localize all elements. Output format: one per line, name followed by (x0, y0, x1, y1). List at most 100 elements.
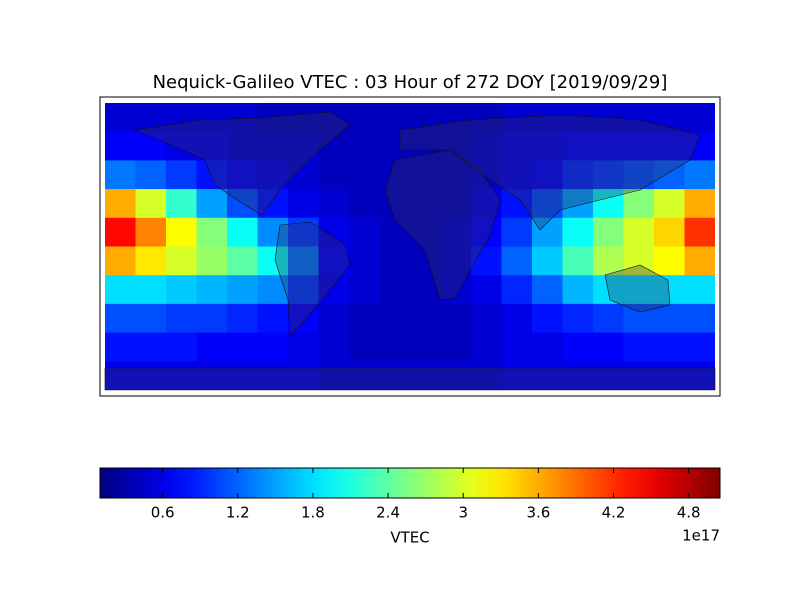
heat-cell (379, 332, 411, 362)
heat-cell (562, 332, 594, 362)
heat-cell (440, 160, 472, 190)
heat-cell (684, 160, 715, 190)
heat-cell (135, 275, 167, 305)
heat-cell (684, 103, 715, 133)
heat-cell (471, 246, 502, 276)
heat-cell (501, 361, 533, 390)
heat-cell (227, 103, 258, 133)
heat-cell (318, 189, 350, 219)
coastlines (104, 111, 716, 391)
colorbar-label: VTEC (390, 529, 429, 547)
colorbar-offset: 1e17 (682, 527, 720, 545)
heat-cell (349, 275, 380, 305)
heat-cell (501, 131, 533, 161)
heat-cell (196, 189, 228, 219)
heat-cell (105, 189, 136, 219)
heat-cell (410, 275, 441, 305)
heat-cell (623, 103, 655, 133)
heat-cell (135, 189, 167, 219)
heat-cell (349, 189, 380, 219)
heat-cell (440, 361, 472, 390)
heat-cell (471, 275, 502, 305)
heat-cell (471, 361, 502, 390)
heat-cell (562, 131, 594, 161)
heat-cell (166, 131, 197, 161)
heat-cell (166, 103, 197, 133)
heat-cell (562, 217, 594, 247)
heat-cell (410, 217, 441, 247)
heat-cell (654, 217, 685, 247)
heat-cell (166, 332, 197, 362)
heat-cell (410, 332, 441, 362)
heat-cell (471, 189, 502, 219)
heat-cell (410, 361, 441, 390)
heat-cell (593, 189, 624, 219)
heat-cell (593, 217, 624, 247)
colorbar-tick-label: 1.2 (226, 504, 250, 522)
heat-cell (257, 217, 289, 247)
heat-cell (135, 361, 167, 390)
heat-cell (105, 160, 136, 190)
heat-cell (135, 246, 167, 276)
heat-cell (471, 131, 502, 161)
heat-cell (318, 361, 350, 390)
heat-cell (532, 131, 563, 161)
heat-cell (501, 217, 533, 247)
heat-cell (562, 189, 594, 219)
heat-cell (379, 131, 411, 161)
heat-cell (196, 131, 228, 161)
heat-cell (349, 160, 380, 190)
chart-title: Nequick-Galileo VTEC : 03 Hour of 272 DO… (153, 72, 668, 93)
heat-cell (562, 103, 594, 133)
heat-cell (349, 103, 380, 133)
heat-cell (593, 131, 624, 161)
colorbar-tick-label: 0.6 (151, 504, 175, 522)
heat-cell (532, 361, 563, 390)
heat-cell (349, 332, 380, 362)
heat-cell (227, 246, 258, 276)
heat-cell (257, 361, 289, 390)
heat-cell (623, 217, 655, 247)
heat-cell (410, 103, 441, 133)
heat-cell (471, 217, 502, 247)
heat-cell (227, 332, 258, 362)
heat-cell (288, 189, 319, 219)
heat-cell (532, 189, 563, 219)
map-frame (99, 96, 721, 397)
heat-cell (684, 332, 715, 362)
heat-cell (684, 246, 715, 276)
heat-cell (379, 275, 411, 305)
heat-cell (105, 131, 136, 161)
heat-cell (532, 303, 563, 334)
heat-cell (288, 246, 319, 276)
heat-cell (654, 246, 685, 276)
heat-cell (227, 189, 258, 219)
heat-cell (501, 246, 533, 276)
heat-cell (318, 160, 350, 190)
heat-cell (623, 189, 655, 219)
heat-cell (379, 189, 411, 219)
heat-cell (196, 361, 228, 390)
heat-cell (166, 217, 197, 247)
heat-cell (349, 361, 380, 390)
heat-cell (135, 160, 167, 190)
heat-cell (227, 361, 258, 390)
heat-cell (410, 160, 441, 190)
heat-cell (654, 160, 685, 190)
heat-cell (196, 246, 228, 276)
heat-cell (593, 303, 624, 334)
heat-cell (684, 275, 715, 305)
colorbar-tick-label: 3 (458, 504, 468, 522)
heat-cell (227, 303, 258, 334)
heat-cell (349, 217, 380, 247)
heat-cell (135, 217, 167, 247)
heat-cell (379, 160, 411, 190)
heat-cell (532, 246, 563, 276)
heat-cell (166, 303, 197, 334)
heat-cell (379, 303, 411, 334)
heat-cell (135, 332, 167, 362)
heat-cell (440, 217, 472, 247)
heat-cell (196, 275, 228, 305)
heat-cell (135, 303, 167, 334)
